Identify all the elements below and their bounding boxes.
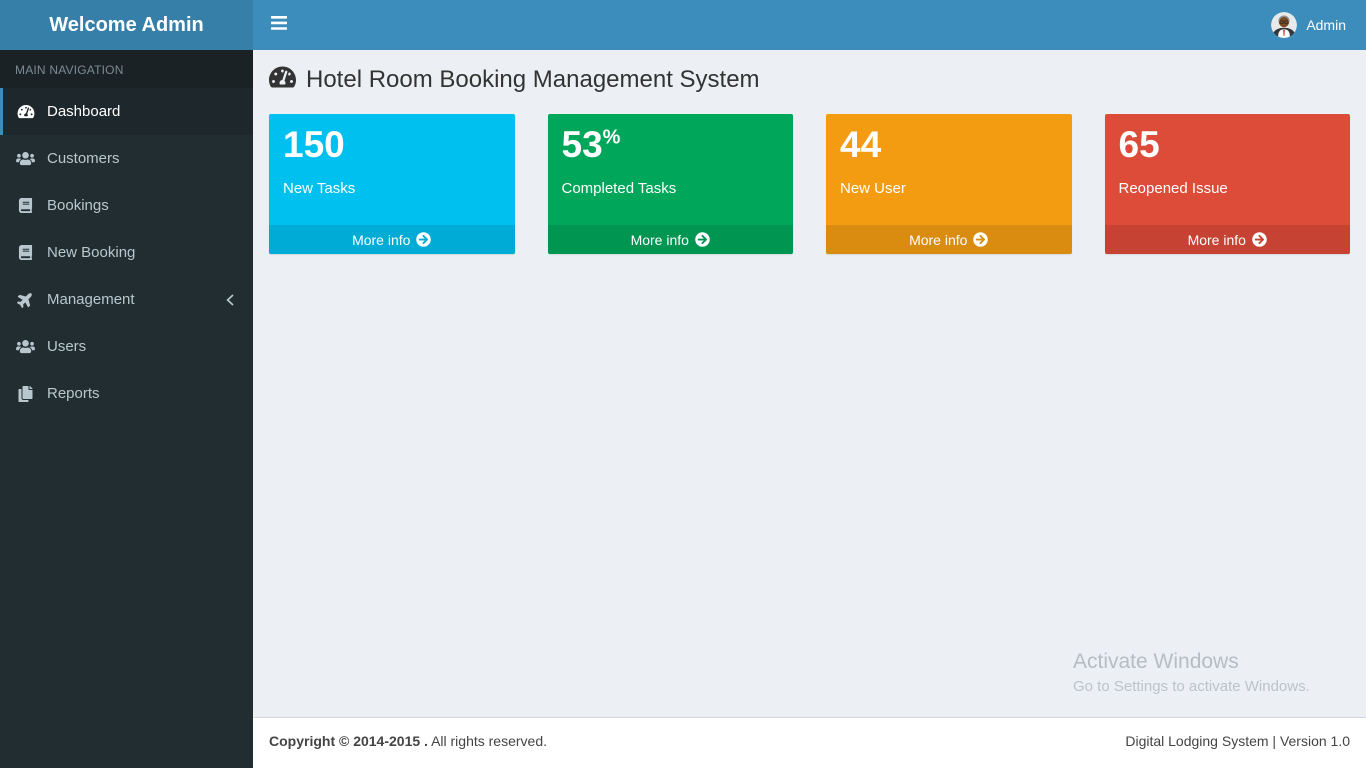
sidebar-item-label: Bookings (47, 197, 109, 214)
main-header: Welcome Admin (0, 0, 1366, 50)
more-info-link[interactable]: More info (547, 225, 793, 254)
logo-title: Welcome Admin (49, 13, 204, 36)
sidebar-toggle-button[interactable] (253, 0, 305, 50)
content-area: Hotel Room Booking Management System 150… (253, 50, 1366, 717)
stat-label: Completed Tasks (561, 180, 677, 198)
arrow-circle-right-icon (973, 232, 989, 247)
sidebar-item-management[interactable]: Management (0, 276, 253, 323)
users-icon (15, 339, 36, 354)
copy-icon (15, 385, 36, 402)
stat-box-new-tasks: 150 New Tasks More info (269, 114, 515, 254)
stat-box-inner: 65 Reopened Issue (1105, 114, 1351, 225)
chevron-left-icon (226, 293, 234, 306)
main-footer: Copyright © 2014-2015 . All rights reser… (253, 717, 1366, 768)
stat-value: 44 (840, 123, 1058, 167)
stat-label: New Tasks (283, 180, 356, 198)
more-info-label: More info (909, 231, 968, 248)
content-header: Hotel Room Booking Management System (269, 64, 1350, 95)
sidebar-item-users[interactable]: Users (0, 323, 253, 370)
user-name-label: Admin (1306, 17, 1346, 33)
stat-number: 150 (283, 124, 345, 165)
page-title-text: Hotel Room Booking Management System (306, 65, 760, 93)
stat-value: 150 (283, 123, 501, 167)
hamburger-icon (271, 15, 287, 35)
stat-number: 53 (561, 124, 603, 165)
sidebar-item-label: Management (47, 291, 135, 308)
sidebar-item-label: New Booking (47, 244, 136, 261)
page-title: Hotel Room Booking Management System (269, 64, 1350, 95)
footer-credit: Digital Lodging System | Version 1.0 (1125, 733, 1350, 749)
top-navbar: Admin (253, 0, 1366, 50)
sidebar-item-label: Customers (47, 150, 120, 167)
more-info-link[interactable]: More info (1104, 225, 1350, 254)
sidebar-item-label: Users (47, 338, 87, 355)
stats-row: 150 New Tasks More info 53% Completed Ta… (269, 114, 1350, 254)
footer-copyright-strong: Copyright © 2014-2015 . (269, 733, 428, 749)
arrow-circle-right-icon (695, 232, 710, 247)
stat-number: 44 (840, 124, 882, 165)
footer-copyright: Copyright © 2014-2015 . All rights reser… (269, 733, 547, 753)
stat-box-completed-tasks: 53% Completed Tasks More info (547, 114, 794, 254)
sidebar-menu: Dashboard Customers Bookings (0, 88, 253, 417)
sidebar-item-dashboard[interactable]: Dashboard (0, 88, 253, 135)
more-info-link[interactable]: More info (269, 225, 515, 254)
stat-box-new-user: 44 New User More info (826, 114, 1072, 254)
sidebar-section-label: MAIN NAVIGATION (0, 50, 253, 88)
book-icon (15, 198, 36, 213)
stat-box-reopened-issue: 65 Reopened Issue More info (1104, 114, 1351, 254)
arrow-circle-right-icon (416, 232, 432, 247)
user-menu[interactable]: Admin (1251, 0, 1366, 50)
sidebar-item-label: Reports (47, 385, 100, 402)
sidebar: MAIN NAVIGATION Dashboard Customers (0, 50, 253, 768)
footer-copyright-text: All rights reserved. (431, 733, 547, 749)
sidebar-item-bookings[interactable]: Bookings (0, 182, 253, 229)
stat-number: 65 (1118, 124, 1160, 165)
more-info-label: More info (1187, 231, 1246, 248)
stat-box-inner: 53% Completed Tasks (548, 114, 794, 225)
stat-value: 53% (562, 123, 780, 167)
plane-icon (15, 291, 36, 308)
stat-suffix: % (602, 126, 621, 149)
sidebar-item-reports[interactable]: Reports (0, 370, 253, 417)
more-info-link[interactable]: More info (826, 225, 1072, 254)
sidebar-item-label: Dashboard (47, 103, 121, 120)
sidebar-item-customers[interactable]: Customers (0, 135, 253, 182)
dashboard-gauge-icon (269, 64, 296, 95)
more-info-label: More info (352, 231, 411, 248)
stat-box-inner: 44 New User (826, 114, 1072, 225)
book-icon (15, 245, 36, 260)
logo[interactable]: Welcome Admin (0, 0, 253, 50)
more-info-label: More info (630, 231, 689, 248)
arrow-circle-right-icon (1252, 232, 1267, 247)
stat-box-inner: 150 New Tasks (269, 114, 515, 225)
users-icon (15, 151, 36, 166)
sidebar-item-new-booking[interactable]: New Booking (0, 229, 253, 276)
stat-value: 65 (1119, 123, 1337, 167)
user-avatar (1271, 12, 1298, 38)
stat-label: Reopened Issue (1118, 180, 1228, 198)
dashboard-icon (15, 104, 36, 119)
stat-label: New User (840, 180, 906, 198)
